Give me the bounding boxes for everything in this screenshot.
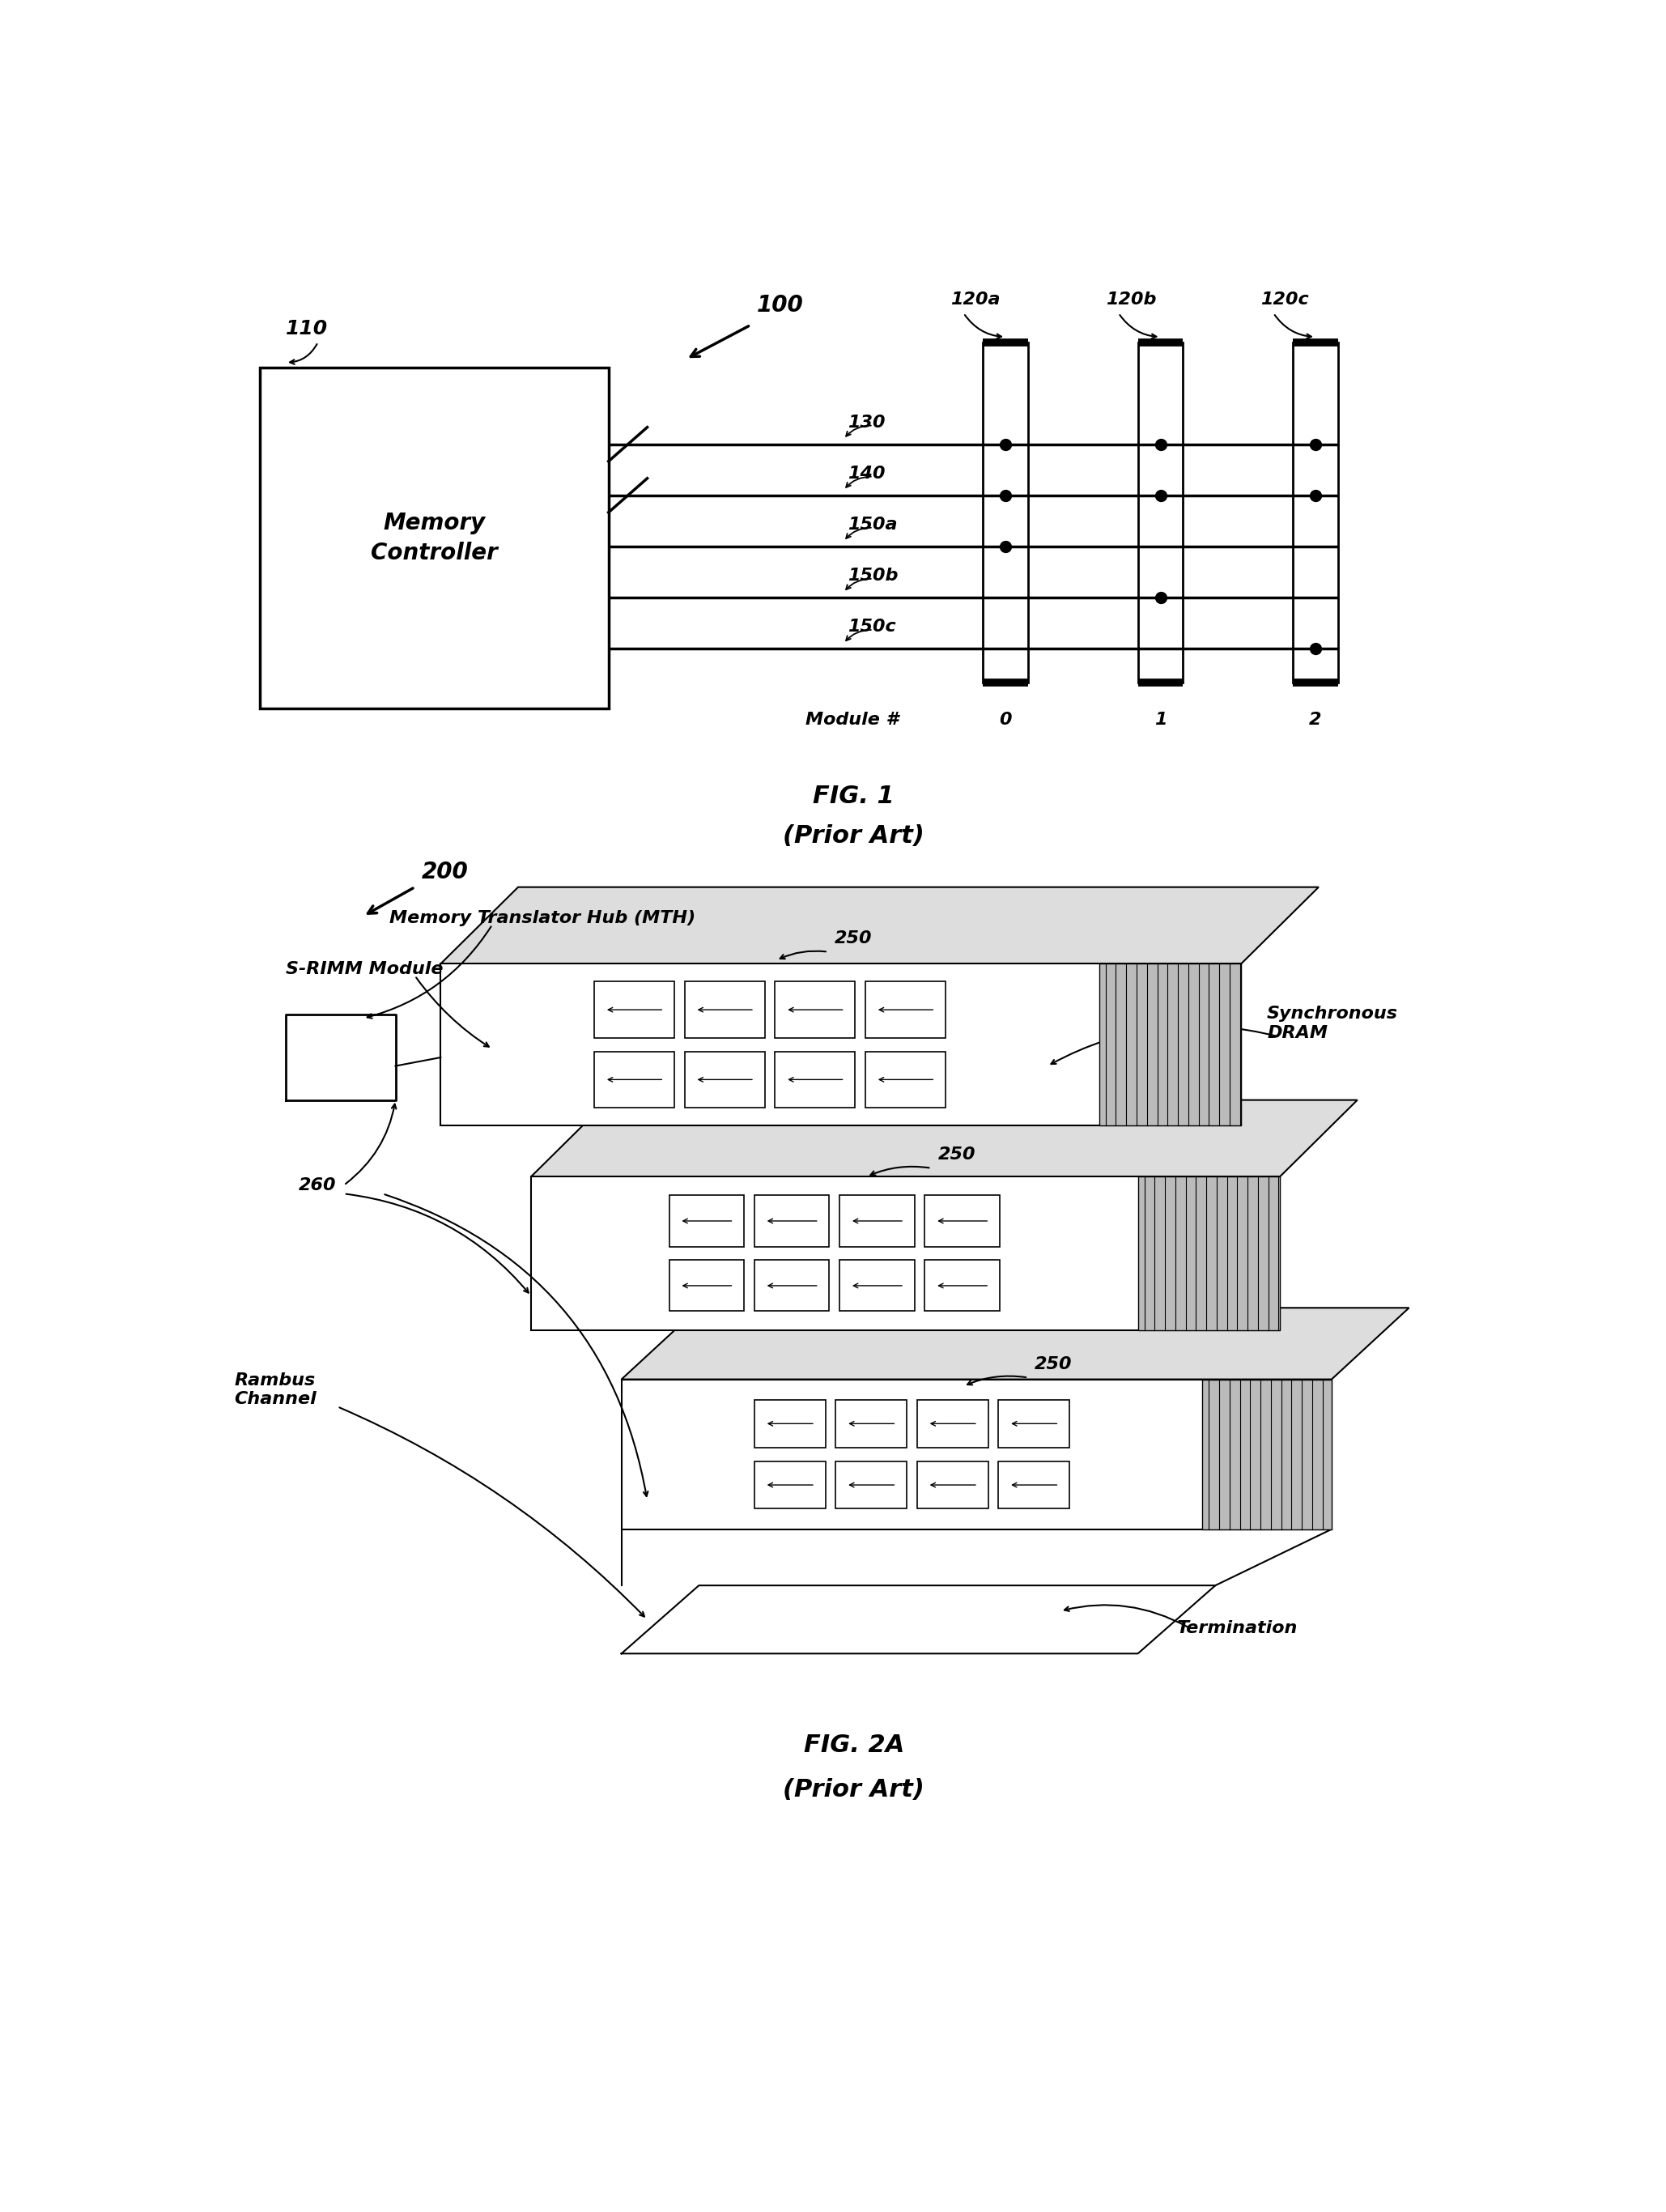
Text: Termination: Termination: [1176, 1621, 1298, 1637]
Polygon shape: [621, 1307, 1409, 1380]
Text: 140: 140: [848, 465, 885, 482]
Text: (Prior Art): (Prior Art): [783, 1778, 925, 1801]
Bar: [1138, 343, 1183, 684]
Text: 150b: 150b: [848, 568, 898, 584]
Bar: [755, 1261, 830, 1312]
Bar: [925, 1194, 1000, 1248]
Text: 250: 250: [938, 1146, 975, 1164]
Text: 150a: 150a: [848, 518, 898, 533]
Bar: [755, 1194, 830, 1248]
Text: 120c: 120c: [1261, 292, 1309, 307]
Text: 0: 0: [1000, 712, 1011, 728]
Text: FIG. 1: FIG. 1: [813, 785, 895, 807]
Bar: [755, 1400, 825, 1447]
Text: 120b: 120b: [1106, 292, 1156, 307]
Bar: [925, 1261, 1000, 1312]
Bar: [1138, 1177, 1279, 1329]
Text: 100: 100: [756, 294, 803, 316]
Text: FIG. 2A: FIG. 2A: [803, 1734, 905, 1756]
Bar: [916, 1400, 988, 1447]
Text: S-RIMM Module: S-RIMM Module: [287, 962, 443, 978]
Bar: [1293, 343, 1338, 684]
Text: 200: 200: [421, 860, 468, 885]
Bar: [836, 1462, 906, 1509]
Text: 110: 110: [287, 319, 328, 338]
Polygon shape: [621, 1380, 1331, 1528]
Bar: [1100, 964, 1241, 1126]
Text: Memory Translator Hub (MTH): Memory Translator Hub (MTH): [388, 909, 695, 927]
Polygon shape: [440, 964, 1241, 1126]
Polygon shape: [621, 1586, 1216, 1655]
Bar: [670, 1194, 745, 1248]
Text: 2: 2: [1309, 712, 1321, 728]
Text: 250: 250: [1035, 1356, 1073, 1371]
Bar: [775, 1051, 855, 1108]
Bar: [840, 1261, 915, 1312]
Text: Memory
Controller: Memory Controller: [372, 511, 498, 564]
Bar: [685, 982, 765, 1037]
Bar: [595, 982, 675, 1037]
Bar: [840, 1194, 915, 1248]
Bar: [685, 1051, 765, 1108]
Bar: [775, 982, 855, 1037]
Text: Module #: Module #: [806, 712, 900, 728]
Polygon shape: [531, 1177, 1279, 1329]
Polygon shape: [440, 887, 1319, 964]
Text: Rambus
Channel: Rambus Channel: [233, 1371, 317, 1407]
Bar: [755, 1462, 825, 1509]
Bar: [670, 1261, 745, 1312]
Bar: [865, 982, 946, 1037]
Text: 250: 250: [835, 931, 871, 947]
Text: (Prior Art): (Prior Art): [783, 825, 925, 847]
Bar: [865, 1051, 946, 1108]
Text: 130: 130: [848, 414, 885, 431]
Bar: [983, 343, 1028, 684]
Bar: [1203, 1380, 1331, 1528]
Bar: [260, 367, 608, 708]
Bar: [998, 1400, 1070, 1447]
Text: 260: 260: [298, 1177, 337, 1194]
Text: Synchronous
DRAM: Synchronous DRAM: [1266, 1006, 1398, 1042]
Text: 120a: 120a: [951, 292, 1001, 307]
Text: 150c: 150c: [848, 619, 896, 635]
Bar: [595, 1051, 675, 1108]
Polygon shape: [531, 1099, 1358, 1177]
Bar: [998, 1462, 1070, 1509]
Bar: [916, 1462, 988, 1509]
Bar: [836, 1400, 906, 1447]
Text: 1: 1: [1155, 712, 1166, 728]
